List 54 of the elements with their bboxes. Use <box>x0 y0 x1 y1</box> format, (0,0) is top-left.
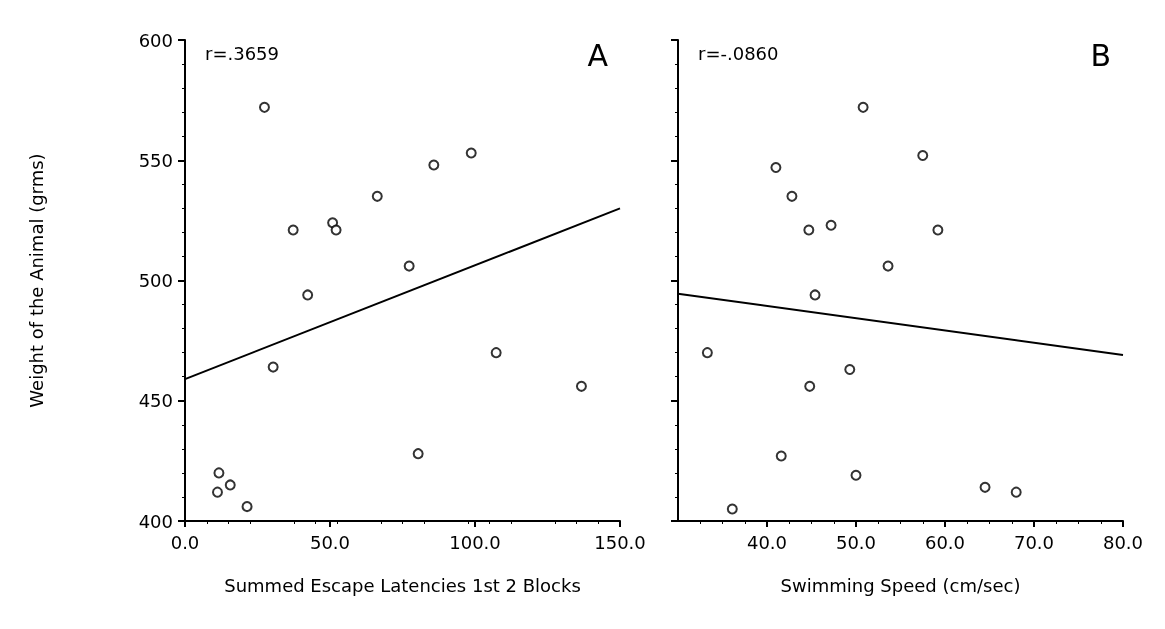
point <box>979 481 991 493</box>
y-tick-label: 600 <box>138 29 173 51</box>
point <box>213 467 225 479</box>
annotation: A <box>587 37 609 73</box>
x-axis-title: Swimming Speed (cm/sec) <box>780 574 1021 596</box>
point <box>330 224 342 236</box>
point <box>701 347 713 359</box>
point <box>224 479 236 491</box>
point <box>575 380 587 392</box>
point <box>403 260 415 272</box>
x-tick-label: 60.0 <box>924 531 966 553</box>
x-tick-label: 100.0 <box>449 531 501 553</box>
point <box>465 147 477 159</box>
x-tick-label: 40.0 <box>746 531 788 553</box>
point <box>412 448 424 460</box>
point <box>490 347 502 359</box>
point <box>809 289 821 301</box>
y-tick-label: 400 <box>138 510 173 532</box>
point <box>932 224 944 236</box>
point <box>287 224 299 236</box>
x-axis-title: Summed Escape Latencies 1st 2 Blocks <box>224 574 581 596</box>
point <box>825 219 837 231</box>
x-tick-label: 50.0 <box>309 531 351 553</box>
point <box>850 469 862 481</box>
x-tick-label: 70.0 <box>1013 531 1055 553</box>
x-tick-label: 80.0 <box>1102 531 1144 553</box>
point <box>302 289 314 301</box>
point <box>857 101 869 113</box>
point <box>267 361 279 373</box>
point <box>770 161 782 173</box>
point <box>211 486 223 498</box>
point <box>1010 486 1022 498</box>
y-axis-title: Weight of the Animal (grms) <box>25 153 47 408</box>
point <box>917 149 929 161</box>
annotation: r=-.0860 <box>698 42 779 64</box>
annotation: r=.3659 <box>205 42 280 64</box>
x-tick-label: 50.0 <box>835 531 877 553</box>
point <box>803 224 815 236</box>
y-tick-label: 550 <box>138 149 173 171</box>
x-tick-label: 150.0 <box>594 531 646 553</box>
point <box>258 101 270 113</box>
y-tick-label: 450 <box>138 390 173 412</box>
point <box>371 190 383 202</box>
point <box>844 363 856 375</box>
point <box>786 190 798 202</box>
point <box>804 380 816 392</box>
point <box>726 503 738 515</box>
annotation: B <box>1090 37 1112 73</box>
point <box>428 159 440 171</box>
point <box>241 501 253 513</box>
y-tick-label: 500 <box>138 270 173 291</box>
x-tick-label: 0.0 <box>170 531 200 553</box>
point <box>775 450 787 462</box>
point <box>882 260 894 272</box>
